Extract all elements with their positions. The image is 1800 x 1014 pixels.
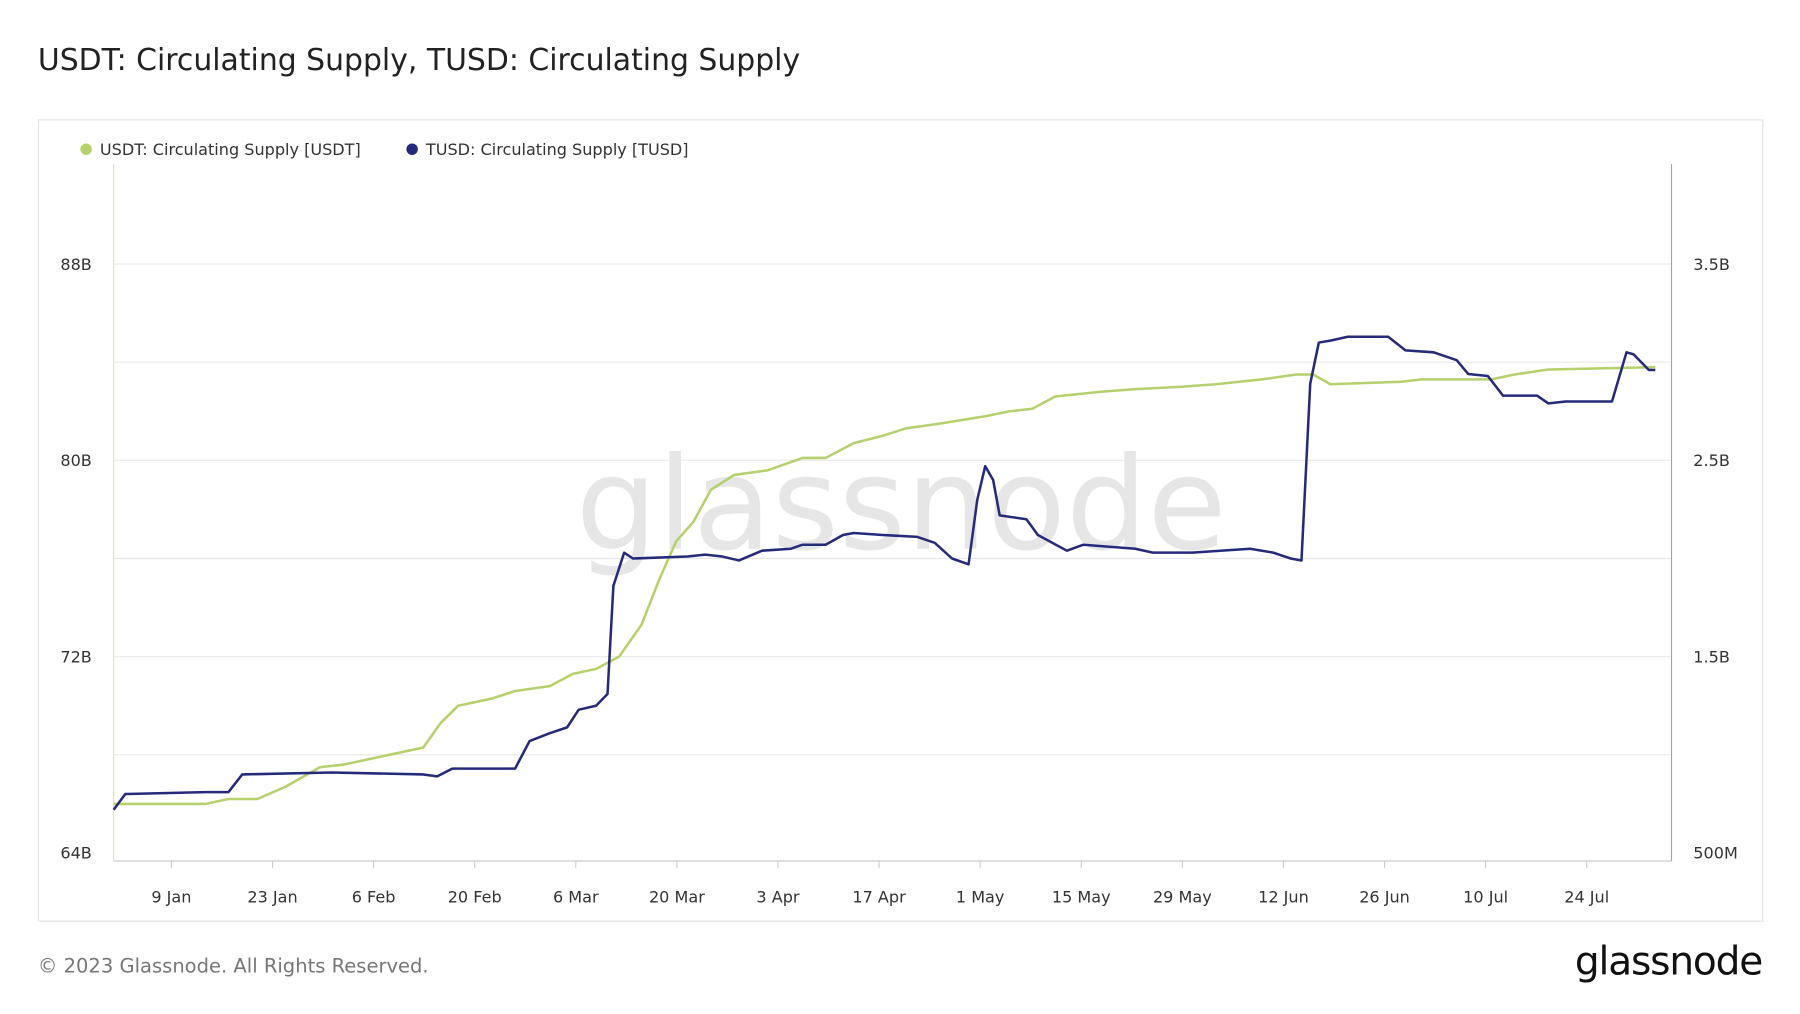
x-tick-label: 9 Jan	[151, 887, 191, 906]
x-tick-label: 23 Jan	[247, 887, 297, 906]
watermark: glassnode	[576, 431, 1227, 580]
usdt-series-line	[113, 365, 1656, 806]
y-left-tick-label: 64B	[60, 844, 91, 863]
x-tick-label: 15 May	[1052, 887, 1111, 906]
copyright: © 2023 Glassnode. All Rights Reserved.	[37, 955, 429, 979]
page-title: USDT: Circulating Supply, TUSD: Circulat…	[37, 43, 801, 79]
x-tick-label: 6 Mar	[553, 887, 599, 906]
x-tick-label: 3 Apr	[756, 887, 800, 906]
x-tick-label: 1 May	[956, 887, 1005, 906]
chart-container	[37, 119, 1764, 922]
y-right-tick-label: 500M	[1693, 844, 1738, 863]
legend-tusd[interactable]: TUSD: Circulating Supply [TUSD]	[425, 140, 689, 159]
legend-usdt[interactable]: USDT: Circulating Supply [USDT]	[100, 140, 361, 159]
legend-tusd-marker	[406, 143, 418, 155]
y-left-tick-label: 88B	[60, 255, 91, 274]
x-tick-label: 20 Mar	[649, 887, 705, 906]
legend: USDT: Circulating Supply [USDT] TUSD: Ci…	[80, 140, 689, 159]
x-tick-label: 26 Jun	[1359, 887, 1410, 906]
y-right-tick-label: 3.5B	[1693, 255, 1730, 274]
legend-usdt-marker	[80, 143, 92, 155]
y-right-tick-label: 1.5B	[1693, 647, 1730, 666]
y-left-tick-label: 80B	[60, 451, 91, 470]
glassnode-logo: glassnode	[1574, 939, 1763, 985]
x-tick-label: 29 May	[1153, 887, 1212, 906]
x-tick-label: 17 Apr	[852, 887, 906, 906]
x-tick-label: 20 Feb	[448, 887, 502, 906]
y-left-tick-label: 72B	[60, 647, 91, 666]
x-tick-label: 10 Jul	[1463, 887, 1508, 906]
x-tick-label: 12 Jun	[1258, 887, 1309, 906]
x-tick-label: 24 Jul	[1564, 887, 1609, 906]
tusd-series-line	[112, 335, 1656, 811]
x-tick-label: 6 Feb	[352, 887, 396, 906]
y-right-tick-label: 2.5B	[1693, 451, 1730, 470]
